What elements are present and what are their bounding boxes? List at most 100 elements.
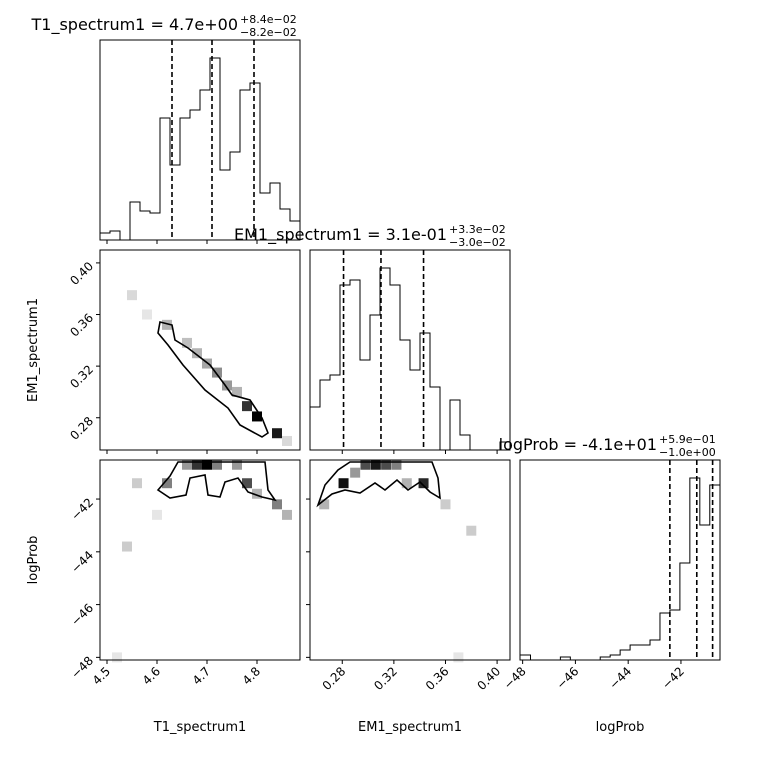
hist-bar	[390, 285, 400, 450]
contour	[156, 461, 277, 502]
panel-title: EM1_spectrum1 = 3.1e-01	[234, 225, 447, 245]
hist-bar	[130, 202, 140, 240]
density-cell	[192, 459, 202, 470]
hist-bar	[430, 387, 440, 450]
x-tick-label: −42	[659, 664, 687, 692]
y-tick-label: −46	[68, 601, 96, 629]
hist-bar	[420, 333, 430, 450]
hist-bar	[180, 118, 190, 240]
density-cell	[418, 478, 429, 489]
density-cell	[182, 337, 192, 348]
density-cell	[440, 499, 451, 510]
panel-frame	[519, 459, 721, 661]
density-cell	[222, 380, 232, 391]
x-tick-label: 0.32	[371, 664, 400, 693]
x-tick-label: −48	[501, 664, 529, 692]
panel-frame	[99, 249, 301, 451]
title-plus: +3.3e−02	[449, 223, 506, 236]
density-cell	[242, 401, 252, 412]
hist-bar	[190, 110, 200, 240]
density-cell	[401, 478, 412, 489]
density-cell	[192, 348, 202, 359]
panel-title: T1_spectrum1 = 4.7e+00	[31, 15, 238, 35]
density-cell	[162, 319, 172, 330]
x-axis-label: EM1_spectrum1	[358, 720, 462, 735]
panel-frame	[99, 459, 301, 661]
density-cell	[212, 367, 222, 378]
hist-bar	[310, 407, 320, 450]
y-axis-label: EM1_spectrum1	[26, 298, 41, 402]
hist-bar	[670, 610, 680, 660]
panel-frame	[309, 249, 511, 451]
hist-bar	[220, 170, 230, 240]
y-tick-label: −44	[68, 548, 96, 576]
hist-bar	[660, 613, 670, 660]
density-cell	[127, 290, 137, 301]
hist-bar	[620, 650, 630, 660]
hist-bar	[640, 645, 650, 660]
x-axis-label: logProb	[596, 720, 645, 735]
density-cell	[282, 435, 292, 446]
x-tick-label: 4.6	[140, 664, 163, 687]
hist-bar	[110, 231, 120, 240]
density-cell	[282, 509, 292, 520]
x-tick-label: 0.28	[320, 664, 349, 693]
x-tick-label: 4.8	[240, 664, 263, 687]
x-axis-label: T1_spectrum1	[153, 720, 247, 735]
title-plus: +8.4e−02	[240, 13, 297, 26]
hist-bar	[150, 213, 160, 240]
hist-bar	[680, 563, 690, 660]
hist-bar	[450, 400, 460, 450]
density-cell	[202, 459, 212, 470]
density-cell	[132, 478, 142, 489]
density-cell	[272, 499, 282, 510]
x-tick-label: 0.36	[423, 664, 452, 693]
hist-bar	[350, 280, 360, 450]
hist-bar	[700, 525, 710, 660]
contour	[157, 321, 269, 438]
density-cell	[391, 459, 402, 470]
x-tick-label: 0.40	[474, 664, 503, 693]
hist-bar	[200, 90, 210, 240]
y-axis-label: logProb	[26, 536, 41, 585]
x-tick-label: −46	[554, 664, 582, 692]
density-cell	[112, 652, 122, 663]
panel-frame	[309, 459, 511, 661]
y-tick-label: 0.28	[67, 414, 96, 443]
panel-title: logProb = -4.1e+01	[499, 435, 657, 454]
density-cell	[232, 386, 242, 397]
hist-bar	[610, 655, 620, 660]
x-tick-label: 4.7	[190, 664, 213, 687]
density-cell	[142, 309, 152, 320]
hist-bar	[140, 211, 150, 240]
hist-outline	[520, 477, 720, 661]
y-tick-label: 0.40	[67, 259, 96, 288]
hist-bar	[410, 370, 420, 450]
density-cell	[466, 525, 477, 536]
hist-outline	[310, 267, 510, 451]
hist-bar	[710, 485, 720, 660]
y-tick-label: 0.32	[67, 362, 96, 391]
hist-bar	[521, 655, 531, 660]
density-cell	[381, 459, 392, 470]
title-plus: +5.9e−01	[659, 433, 716, 446]
density-cell	[252, 488, 262, 499]
density-cell	[242, 478, 252, 489]
density-cell	[232, 459, 242, 470]
hist-bar	[340, 285, 350, 450]
hist-bar	[630, 645, 640, 660]
x-tick-label: −44	[606, 664, 634, 692]
density-cell	[152, 509, 162, 520]
hist-bar	[320, 380, 330, 450]
density-cell	[162, 478, 172, 489]
hist-bar	[100, 233, 110, 240]
density-cell	[360, 459, 371, 470]
hist-bar	[330, 375, 340, 450]
density-cell	[453, 652, 464, 663]
hist-bar	[460, 435, 470, 450]
density-cell	[252, 411, 262, 422]
contour	[316, 461, 441, 508]
density-cell	[212, 459, 222, 470]
hist-bar	[250, 83, 260, 240]
density-cell	[370, 459, 381, 470]
